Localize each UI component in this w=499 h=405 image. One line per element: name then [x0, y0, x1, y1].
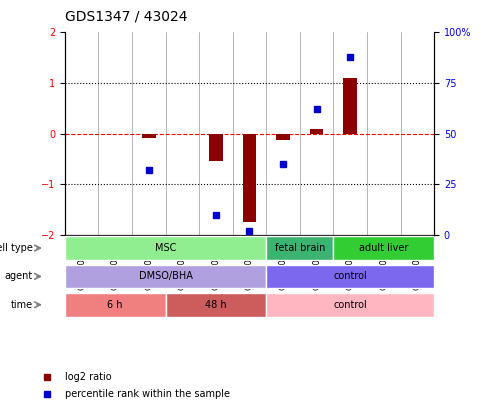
Bar [310, 129, 323, 134]
FancyBboxPatch shape [65, 293, 166, 317]
Text: 6 h: 6 h [107, 300, 123, 310]
FancyBboxPatch shape [65, 264, 266, 288]
FancyBboxPatch shape [65, 236, 266, 260]
Text: DMSO/BHA: DMSO/BHA [139, 271, 193, 281]
Text: GDS1347 / 43024: GDS1347 / 43024 [65, 9, 187, 23]
Text: 48 h: 48 h [205, 300, 227, 310]
Text: control: control [333, 271, 367, 281]
FancyBboxPatch shape [266, 236, 333, 260]
Bar [209, 134, 223, 162]
Text: time: time [11, 300, 33, 310]
Text: control: control [333, 300, 367, 310]
Text: MSC: MSC [155, 243, 176, 253]
FancyBboxPatch shape [166, 293, 266, 317]
Text: cell type: cell type [0, 243, 33, 253]
Text: fetal brain: fetal brain [274, 243, 325, 253]
Bar [343, 78, 357, 134]
Bar [243, 134, 256, 222]
FancyBboxPatch shape [266, 293, 434, 317]
FancyBboxPatch shape [333, 236, 434, 260]
Bar [276, 134, 290, 140]
FancyBboxPatch shape [266, 264, 434, 288]
Text: agent: agent [4, 271, 33, 281]
Text: adult liver: adult liver [359, 243, 409, 253]
Text: percentile rank within the sample: percentile rank within the sample [65, 390, 231, 399]
Bar [142, 134, 156, 138]
Text: log2 ratio: log2 ratio [65, 372, 112, 382]
